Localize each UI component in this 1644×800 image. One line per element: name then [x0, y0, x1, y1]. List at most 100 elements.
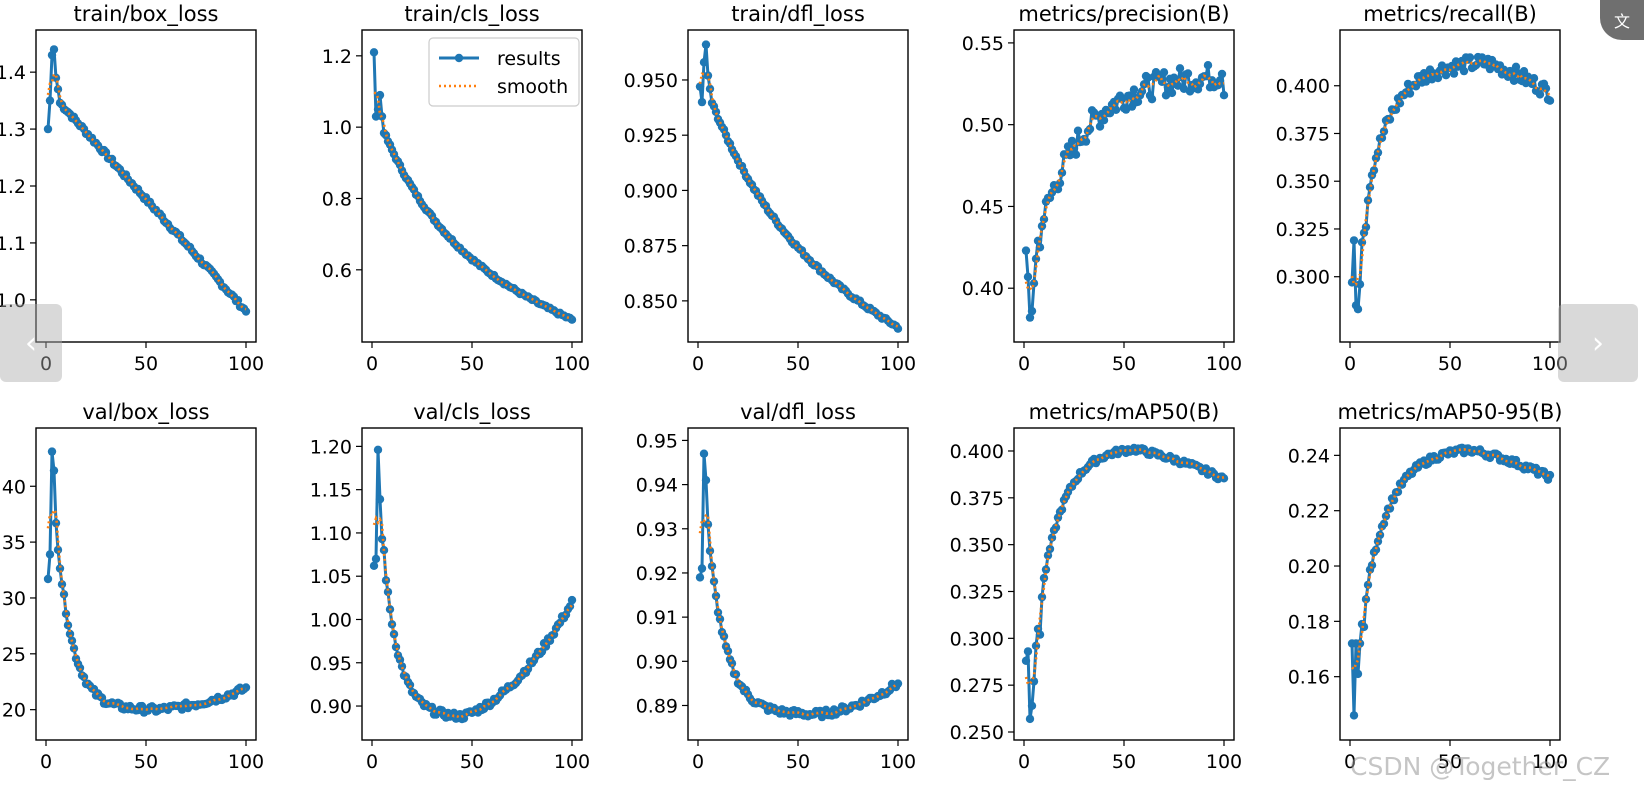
results-point [1405, 89, 1415, 98]
x-tick-label: 0 [1018, 353, 1030, 375]
results-point [695, 573, 705, 582]
y-tick-label: 0.16 [1288, 667, 1330, 689]
results-point [1373, 537, 1383, 546]
y-tick-label: 1.2 [322, 46, 352, 68]
y-tick-label: 0.93 [636, 519, 678, 541]
results-point [49, 466, 59, 475]
plot-area [1021, 443, 1229, 724]
results-point [711, 591, 721, 601]
y-tick-label: 0.55 [962, 33, 1004, 55]
results-point [371, 112, 381, 121]
y-tick-label: 0.50 [962, 115, 1004, 137]
y-tick-label: 0.900 [624, 180, 678, 202]
results-point [1353, 305, 1363, 314]
y-tick-label: 1.0 [0, 290, 26, 312]
results-point [1391, 105, 1401, 114]
y-tick-label: 1.1 [0, 233, 26, 255]
x-tick-label: 50 [786, 751, 810, 773]
axes-frame [361, 427, 583, 741]
x-tick-label: 50 [460, 353, 484, 375]
results-point [49, 45, 59, 54]
results-point [383, 587, 393, 597]
results-point [695, 82, 705, 91]
results-point [1147, 95, 1157, 104]
results-point [1215, 76, 1225, 85]
y-tick-label: 0.91 [636, 607, 678, 629]
subplot-8: val/dfl_loss 0 50 100 0.89 0.90 0.91 0.92 0.93 0.… [636, 400, 916, 773]
y-tick-label: 0.94 [636, 475, 678, 497]
subplot-title: metrics/mAP50(B) [1029, 400, 1220, 424]
results-point [1541, 84, 1551, 93]
subplot-5: metrics/recall(B) 0 50 100 0.300 0.325 0.350 0.… [1276, 2, 1569, 375]
results-point [395, 655, 405, 664]
results-point [893, 324, 903, 333]
axes-frame [1339, 427, 1561, 741]
results-point [699, 58, 709, 67]
results-point [697, 97, 707, 107]
x-tick-label: 100 [1206, 751, 1242, 773]
smooth-line [698, 72, 899, 328]
results-point [1021, 656, 1031, 665]
y-tick-label: 0.400 [950, 441, 1004, 463]
results-point [43, 124, 53, 134]
results-point [1027, 306, 1037, 316]
results-point [241, 683, 251, 692]
results-point [1039, 215, 1049, 224]
results-point [1133, 97, 1143, 107]
results-point [45, 550, 55, 559]
x-tick-label: 100 [228, 751, 264, 773]
results-point [1025, 714, 1035, 724]
results-point [567, 315, 577, 324]
results-point [57, 580, 67, 589]
results-point [47, 447, 57, 456]
x-tick-label: 50 [1112, 353, 1136, 375]
plot-area [1347, 443, 1555, 720]
prev-image-button[interactable]: ‹ [0, 304, 62, 382]
smooth-line [46, 507, 247, 711]
results-point [701, 476, 711, 485]
smooth-line [373, 91, 573, 320]
x-tick-label: 100 [1532, 751, 1568, 773]
y-tick-label: 1.15 [310, 480, 352, 502]
results-point [1511, 62, 1521, 71]
subplot-1: train/box_loss 0 50 100 1.0 1.1 1.2 1.3 1.4 [0, 2, 264, 375]
results-point [1027, 701, 1037, 710]
axes-frame [687, 29, 909, 343]
y-tick-label: 1.10 [310, 523, 352, 545]
y-tick-label: 0.90 [310, 696, 352, 718]
results-point [1449, 69, 1459, 78]
y-tick-label: 0.6 [322, 260, 352, 282]
results-point [369, 48, 379, 57]
x-tick-label: 50 [134, 353, 158, 375]
subplot-title: metrics/precision(B) [1018, 2, 1229, 26]
legend-results-label: results [497, 48, 561, 70]
results-point [1441, 71, 1451, 80]
smooth-line [372, 514, 573, 720]
translate-button[interactable]: 文 [1600, 0, 1644, 40]
results-point [1529, 74, 1539, 83]
results-line [1350, 55, 1551, 311]
plot-area [43, 45, 251, 316]
y-tick-label: 1.2 [0, 176, 26, 198]
y-tick-label: 0.850 [624, 291, 678, 313]
x-tick-label: 100 [554, 751, 590, 773]
axes-frame [35, 427, 257, 741]
y-tick-label: 0.92 [636, 563, 678, 585]
plot-area [369, 48, 577, 324]
subplot-title: train/cls_loss [404, 2, 539, 27]
next-image-button[interactable]: › [1558, 304, 1638, 382]
x-tick-label: 0 [692, 751, 704, 773]
results-point [1375, 530, 1385, 540]
y-tick-label: 0.40 [962, 278, 1004, 300]
results-point [1367, 561, 1377, 570]
y-tick-label: 0.45 [962, 196, 1004, 218]
y-tick-label: 0.325 [950, 581, 1004, 603]
results-point [1073, 126, 1083, 135]
x-tick-label: 0 [692, 353, 704, 375]
results-point [699, 449, 709, 458]
y-tick-label: 0.250 [950, 722, 1004, 744]
plot-area [695, 449, 903, 722]
subplot-title: metrics/recall(B) [1363, 2, 1537, 26]
y-tick-label: 1.20 [310, 436, 352, 458]
y-tick-label: 0.925 [624, 125, 678, 147]
